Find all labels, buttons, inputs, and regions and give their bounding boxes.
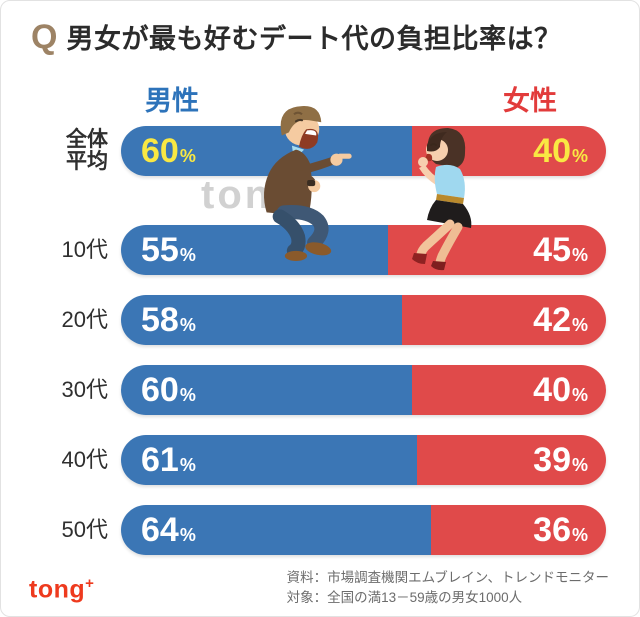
male-bar-segment: 60 % [121,126,412,176]
female-value: 40 % [533,134,606,168]
percent-sign: % [571,146,588,166]
male-value: 58 % [121,303,196,337]
male-value: 64 % [121,513,196,547]
male-value: 60 % [121,373,196,407]
percent-sign: % [571,315,588,335]
female-value-number: 39 [533,441,571,479]
female-value: 45 % [533,233,606,267]
percent-sign: % [571,525,588,545]
row-label: 全体 平均 [66,127,108,173]
chart-legend: 男性 女性 [121,79,606,118]
stacked-bar: 64 % 36 % [121,505,606,555]
percent-sign: % [571,455,588,475]
male-value-number: 60 [141,371,179,409]
percent-sign: % [571,385,588,405]
row-label: 50代 [61,517,108,543]
legend-male-label: 男性 [145,86,199,116]
male-bar-segment: 61 % [121,435,417,485]
female-bar-segment: 42 % [402,295,606,345]
row-label: 40代 [61,447,108,473]
male-value: 55 % [121,233,196,267]
male-value: 60 % [121,134,196,168]
stacked-bar: 58 % 42 % [121,295,606,345]
female-bar-segment: 36 % [431,505,606,555]
female-value: 36 % [533,513,606,547]
percent-sign: % [179,245,196,265]
female-bar-segment: 40 % [412,365,606,415]
chart-rows: 全体 平均 60 % 40 % 10代 [1,126,639,555]
bar-row: 50代 64 % 36 % [1,505,606,555]
male-bar-segment: 55 % [121,225,388,275]
bar-row: 10代 55 % 45 % [1,225,606,275]
female-value-number: 42 [533,301,571,339]
male-value-number: 60 [141,132,179,170]
stacked-bar: 60 % 40 % [121,365,606,415]
row-label: 10代 [61,237,108,263]
bar-row: 40代 61 % 39 % [1,435,606,485]
row-label: 30代 [61,377,108,403]
female-value-number: 40 [533,371,571,409]
male-value-number: 61 [141,441,179,479]
percent-sign: % [179,146,196,166]
percent-sign: % [179,455,196,475]
stacked-bar: 60 % 40 % [121,126,606,176]
page-title: Q 男女が最も好むデート代の負担比率は？ [1,1,639,57]
source-line-2: 対象：全国の満13－59歳の男女1000人 [286,589,523,605]
legend-female-label: 女性 [503,86,557,116]
female-value-number: 40 [533,132,571,170]
footer: tong+ 資料：市場調査機関エムブレイン、トレンドモニター 対象：全国の満13… [1,568,639,609]
percent-sign: % [571,245,588,265]
female-value: 39 % [533,443,606,477]
female-value-number: 36 [533,511,571,549]
stacked-bar: 61 % 39 % [121,435,606,485]
brand-logo: tong+ [29,574,95,603]
female-value-number: 45 [533,231,571,269]
female-bar-segment: 45 % [387,225,606,275]
question-mark-icon: Q [31,18,58,56]
row-label: 20代 [61,307,108,333]
male-value-number: 58 [141,301,179,339]
page-title-text: 男女が最も好むデート代の負担比率は？ [66,24,562,54]
male-bar-segment: 64 % [121,505,432,555]
female-value: 40 % [533,373,606,407]
percent-sign: % [179,525,196,545]
source-line-1: 資料：市場調査機関エムブレイン、トレンドモニター [286,569,609,585]
male-value-number: 55 [141,231,179,269]
female-bar-segment: 39 % [416,435,606,485]
male-value-number: 64 [141,511,179,549]
female-value: 42 % [533,303,606,337]
stacked-bar: 55 % 45 % [121,225,606,275]
male-value: 61 % [121,443,196,477]
percent-sign: % [179,315,196,335]
percent-sign: % [179,385,196,405]
female-bar-segment: 40 % [412,126,606,176]
male-bar-segment: 58 % [121,295,403,345]
bar-row: 30代 60 % 40 % [1,365,606,415]
source-note: 資料：市場調査機関エムブレイン、トレンドモニター 対象：全国の満13－59歳の男… [287,568,609,609]
bar-row: 全体 平均 60 % 40 % [1,126,606,176]
bar-row: 20代 58 % 42 % [1,295,606,345]
male-bar-segment: 60 % [121,365,412,415]
